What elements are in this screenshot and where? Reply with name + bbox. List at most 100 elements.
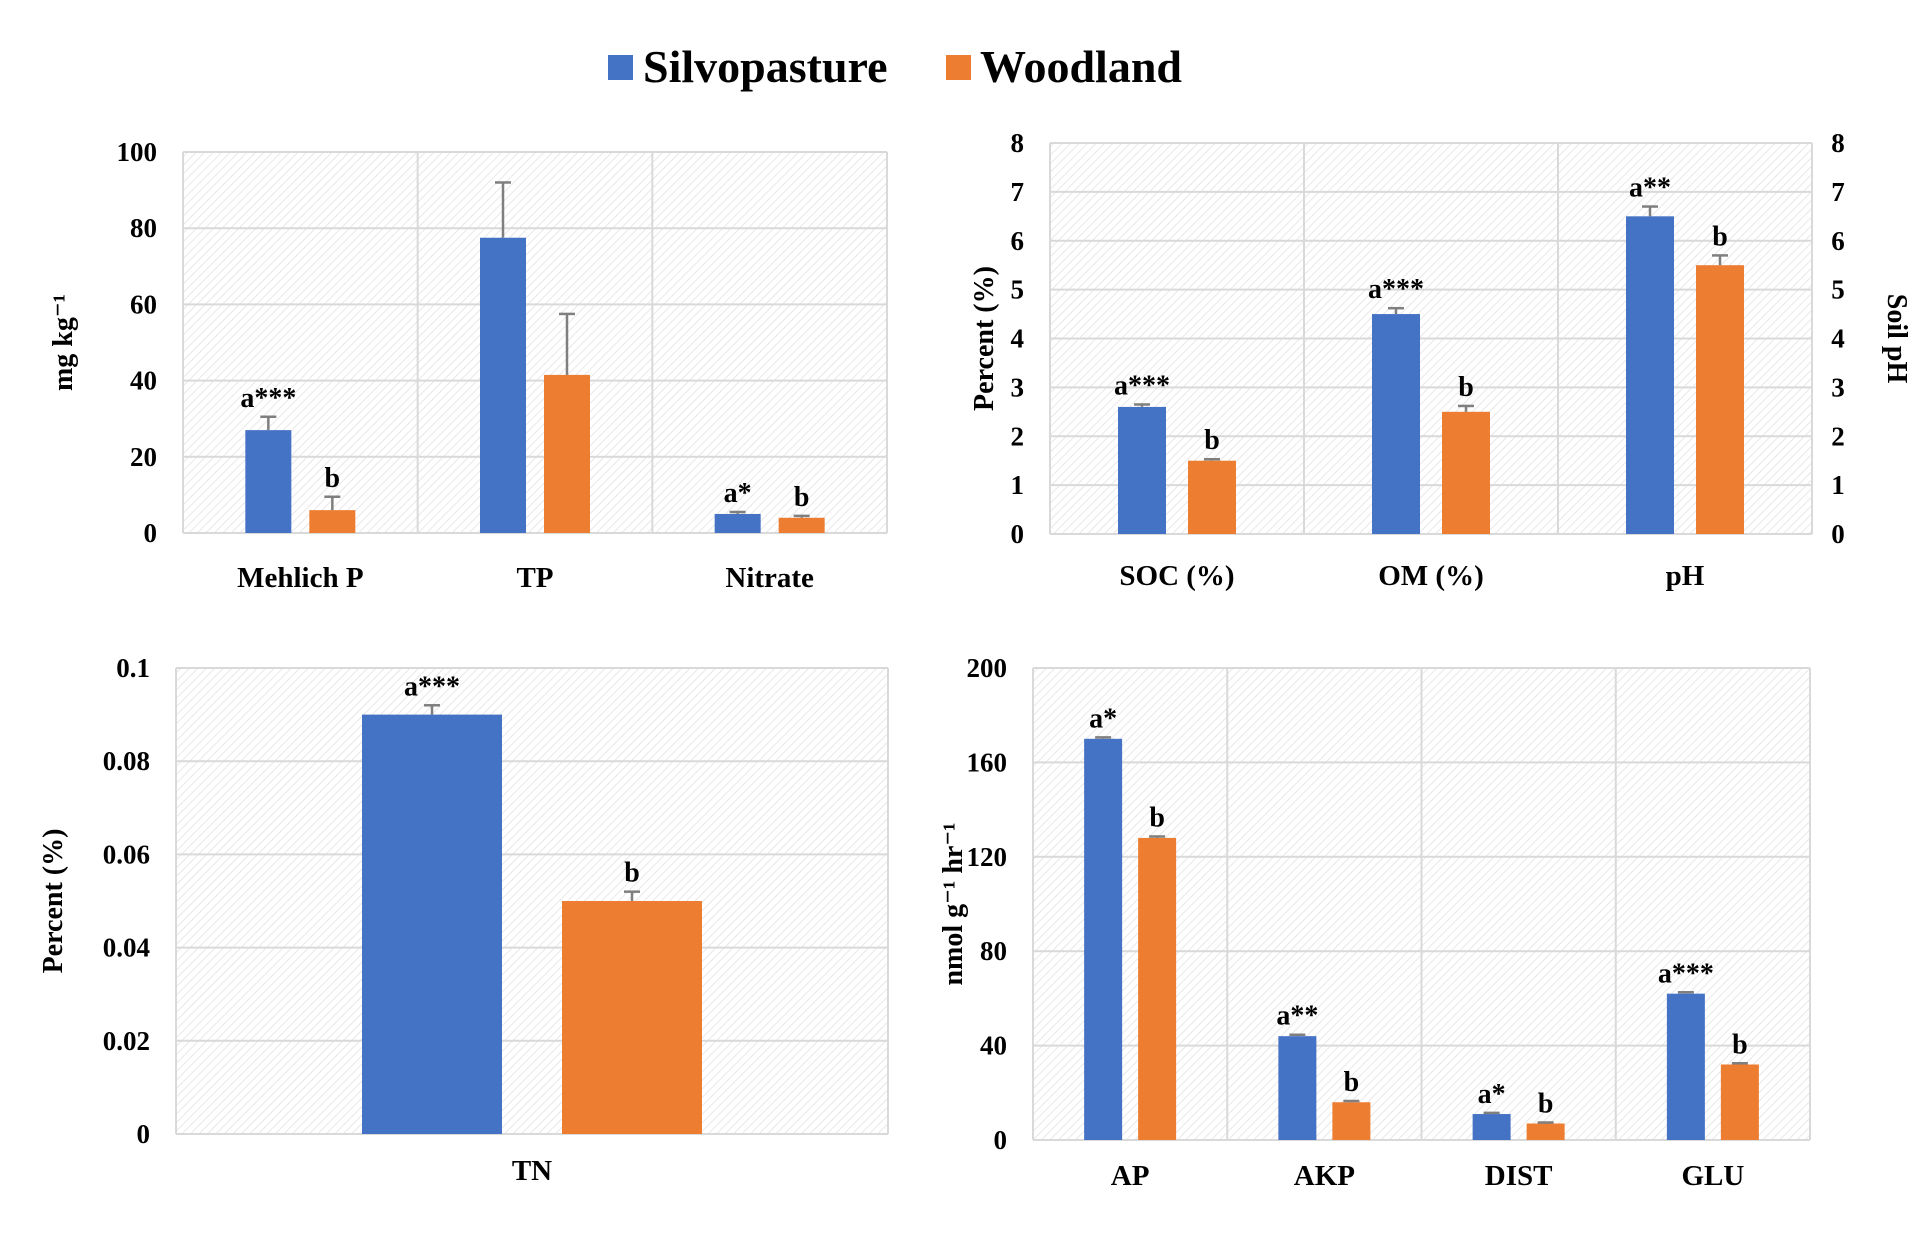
bar-woodland: [1332, 1102, 1371, 1140]
y-tick-label: 3: [1011, 372, 1025, 402]
significance-label-silvopasture: a***: [404, 671, 460, 702]
x-category-label: TP: [516, 562, 553, 594]
x-category-label: AP: [1111, 1160, 1150, 1192]
y-tick-label: 2: [1011, 421, 1025, 451]
x-category-label: Mehlich P: [237, 562, 363, 594]
y-tick-label: 40: [980, 1031, 1007, 1061]
bar-woodland: [1138, 837, 1177, 1140]
significance-label-silvopasture: a*: [1478, 1079, 1506, 1110]
y-tick-label: 0: [137, 1119, 151, 1149]
y-tick-label: 200: [967, 653, 1008, 683]
bar-silvopasture: [1472, 1114, 1511, 1140]
y-tick-label: 6: [1011, 226, 1025, 256]
significance-label-woodland: b: [1732, 1029, 1748, 1060]
y2-tick-label: 1: [1831, 470, 1845, 500]
legend-label-woodland: Woodland: [980, 41, 1182, 92]
bar-woodland: [1696, 265, 1744, 534]
y-tick-label: 0.06: [103, 839, 150, 869]
bar-silvopasture: [1084, 738, 1123, 1140]
y-tick-label: 0.08: [103, 746, 150, 776]
significance-label-woodland: b: [1712, 221, 1728, 252]
y-tick-label: 20: [130, 442, 157, 472]
y2-tick-label: 0: [1831, 519, 1845, 549]
y2-tick-label: 6: [1831, 226, 1845, 256]
bar-woodland: [778, 517, 825, 533]
significance-label-silvopasture: a***: [1658, 958, 1714, 989]
bar-woodland: [1188, 460, 1236, 534]
y-axis-title: mg kg⁻¹: [48, 294, 79, 391]
x-category-label: TN: [512, 1155, 552, 1187]
bar-silvopasture: [480, 237, 526, 533]
significance-label-woodland: b: [1149, 803, 1165, 834]
y-tick-label: 120: [967, 842, 1008, 872]
y-tick-label: 5: [1011, 275, 1025, 305]
y2-tick-label: 2: [1831, 421, 1845, 451]
y-tick-label: 160: [967, 747, 1008, 777]
bar-woodland: [1442, 411, 1490, 534]
bar-silvopasture: [1118, 406, 1166, 534]
chart-total-nitrogen: 0 0.02 0.04 0.06 0.08 0.1 Percent (%) TN a*** b: [38, 653, 889, 1187]
bar-silvopasture: [362, 714, 502, 1134]
x-category-label: SOC (%): [1119, 560, 1234, 592]
bar-silvopasture: [1626, 216, 1674, 534]
bar-silvopasture: [1372, 314, 1420, 534]
x-category-label: AKP: [1294, 1160, 1355, 1192]
bar-silvopasture: [714, 513, 761, 533]
y2-tick-label: 7: [1831, 177, 1845, 207]
bar-woodland: [1720, 1064, 1759, 1140]
bar-silvopasture: [245, 430, 292, 533]
y-tick-label: 80: [130, 213, 157, 243]
significance-label-woodland: b: [1538, 1089, 1554, 1120]
y2-tick-label: 4: [1831, 324, 1845, 354]
significance-label-woodland: b: [325, 463, 341, 494]
legend-swatch-woodland: [946, 55, 971, 80]
significance-label-woodland: b: [794, 482, 810, 513]
y-tick-label: 8: [1011, 128, 1025, 158]
y-tick-label: 60: [130, 289, 157, 319]
significance-label-silvopasture: a*: [724, 478, 752, 509]
chart-soc-om-ph: 0 0 1 1 2 2 3 3 4 4 5 5 6 6 7 7 8 8 Percent (%) Soil pH SOC …: [969, 128, 1912, 592]
y-tick-label: 100: [117, 137, 158, 167]
y-tick-label: 0.1: [116, 653, 150, 683]
y-tick-label: 1: [1011, 470, 1025, 500]
x-category-label: DIST: [1485, 1160, 1553, 1192]
plot-area: [183, 152, 887, 533]
bar-silvopasture: [1666, 993, 1705, 1140]
y2-axis-title: Soil pH: [1881, 294, 1912, 384]
bar-woodland: [544, 374, 590, 533]
legend-swatch-silvopasture: [608, 55, 633, 80]
x-category-label: Nitrate: [725, 562, 814, 594]
y-axis-title: Percent (%): [38, 829, 69, 974]
chart-soil-phosphorus-nitrate: 0 20 40 60 80 100 mg kg⁻¹ Mehlich P a*** b TP Nitra…: [48, 137, 888, 594]
bar-woodland: [1526, 1123, 1565, 1140]
y-tick-label: 4: [1011, 324, 1025, 354]
y-tick-label: 80: [980, 936, 1007, 966]
y-tick-label: 7: [1011, 177, 1025, 207]
significance-label-woodland: b: [1204, 425, 1220, 456]
y-axis-title: nmol g⁻¹ hr⁻¹: [938, 822, 969, 985]
bar-woodland: [309, 510, 356, 533]
x-category-label: GLU: [1681, 1160, 1744, 1192]
y-tick-label: 0: [994, 1125, 1008, 1155]
significance-label-silvopasture: a***: [1114, 370, 1170, 401]
legend: Silvopasture Woodland: [608, 41, 1182, 92]
significance-label-silvopasture: a**: [1276, 1001, 1318, 1032]
y-axis-title: Percent (%): [969, 266, 1000, 411]
bar-woodland: [562, 901, 702, 1134]
legend-label-silvopasture: Silvopasture: [643, 41, 888, 92]
significance-label-silvopasture: a**: [1629, 173, 1671, 204]
significance-label-woodland: b: [1458, 372, 1474, 403]
y2-tick-label: 8: [1831, 128, 1845, 158]
y-tick-label: 0: [144, 518, 158, 548]
significance-label-silvopasture: a***: [240, 383, 296, 414]
bar-silvopasture: [1278, 1036, 1317, 1140]
y-tick-label: 40: [130, 366, 157, 396]
y-tick-label: 0.04: [103, 933, 150, 963]
significance-label-silvopasture: a***: [1368, 274, 1424, 305]
y-tick-label: 0: [1011, 519, 1025, 549]
y-tick-label: 0.02: [103, 1026, 150, 1056]
x-category-label: pH: [1666, 560, 1705, 592]
significance-label-woodland: b: [1344, 1067, 1360, 1098]
significance-label-silvopasture: a*: [1089, 703, 1117, 734]
